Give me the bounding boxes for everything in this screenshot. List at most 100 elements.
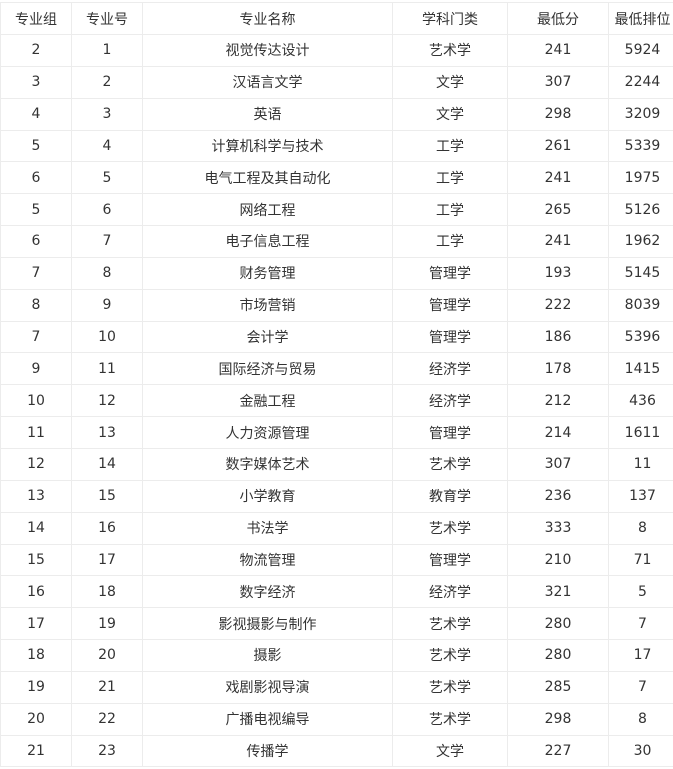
cell-min-rank: 1415 — [609, 353, 673, 385]
cell-major-name: 电气工程及其自动化 — [143, 162, 393, 194]
cell-major-name: 国际经济与贸易 — [143, 353, 393, 385]
cell-group: 19 — [1, 671, 72, 703]
cell-discipline: 管理学 — [393, 321, 508, 353]
cell-major-name: 小学教育 — [143, 480, 393, 512]
cell-major-name: 财务管理 — [143, 257, 393, 289]
cell-major-no: 3 — [72, 98, 143, 130]
cell-discipline: 文学 — [393, 98, 508, 130]
cell-min-score: 307 — [508, 66, 609, 98]
cell-major-no: 16 — [72, 512, 143, 544]
cell-group: 8 — [1, 289, 72, 321]
cell-group: 4 — [1, 98, 72, 130]
cell-min-score: 333 — [508, 512, 609, 544]
cell-min-score: 285 — [508, 671, 609, 703]
cell-discipline: 艺术学 — [393, 448, 508, 480]
cell-min-score: 193 — [508, 257, 609, 289]
header-major-name: 专业名称 — [143, 3, 393, 35]
cell-min-score: 236 — [508, 480, 609, 512]
header-group: 专业组 — [1, 3, 72, 35]
cell-group: 12 — [1, 448, 72, 480]
cell-min-rank: 5126 — [609, 194, 673, 226]
cell-major-name: 物流管理 — [143, 544, 393, 576]
cell-group: 6 — [1, 162, 72, 194]
cell-min-rank: 5396 — [609, 321, 673, 353]
cell-min-rank: 11 — [609, 448, 673, 480]
cell-major-name: 书法学 — [143, 512, 393, 544]
cell-min-score: 280 — [508, 608, 609, 640]
cell-min-score: 241 — [508, 162, 609, 194]
cell-major-no: 15 — [72, 480, 143, 512]
cell-min-rank: 5145 — [609, 257, 673, 289]
cell-min-score: 298 — [508, 703, 609, 735]
cell-group: 7 — [1, 257, 72, 289]
cell-major-name: 传播学 — [143, 735, 393, 767]
cell-major-name: 会计学 — [143, 321, 393, 353]
cell-major-no: 4 — [72, 130, 143, 162]
cell-min-rank: 7 — [609, 608, 673, 640]
cell-group: 14 — [1, 512, 72, 544]
cell-min-rank: 30 — [609, 735, 673, 767]
cell-major-name: 影视摄影与制作 — [143, 608, 393, 640]
cell-major-name: 广播电视编导 — [143, 703, 393, 735]
cell-discipline: 文学 — [393, 735, 508, 767]
cell-discipline: 艺术学 — [393, 512, 508, 544]
cell-group: 6 — [1, 226, 72, 258]
header-row: 专业组专业号专业名称学科门类最低分最低排位 — [1, 3, 673, 35]
cell-min-rank: 5339 — [609, 130, 673, 162]
cell-group: 18 — [1, 640, 72, 672]
cell-min-rank: 2244 — [609, 66, 673, 98]
cell-discipline: 管理学 — [393, 417, 508, 449]
cell-major-name: 网络工程 — [143, 194, 393, 226]
cell-group: 21 — [1, 735, 72, 767]
cell-major-name: 市场营销 — [143, 289, 393, 321]
cell-min-score: 307 — [508, 448, 609, 480]
cell-min-score: 212 — [508, 385, 609, 417]
cell-discipline: 艺术学 — [393, 35, 508, 67]
cell-discipline: 艺术学 — [393, 703, 508, 735]
cell-major-no: 12 — [72, 385, 143, 417]
cell-major-no: 8 — [72, 257, 143, 289]
cell-major-no: 5 — [72, 162, 143, 194]
cell-min-rank: 8 — [609, 512, 673, 544]
cell-min-score: 280 — [508, 640, 609, 672]
cell-discipline: 经济学 — [393, 353, 508, 385]
cell-min-score: 214 — [508, 417, 609, 449]
cell-min-rank: 1611 — [609, 417, 673, 449]
cell-group: 11 — [1, 417, 72, 449]
cell-major-name: 英语 — [143, 98, 393, 130]
cell-major-no: 18 — [72, 576, 143, 608]
cell-group: 20 — [1, 703, 72, 735]
cell-discipline: 文学 — [393, 66, 508, 98]
cell-min-score: 178 — [508, 353, 609, 385]
cell-min-rank: 5924 — [609, 35, 673, 67]
cell-major-name: 计算机科学与技术 — [143, 130, 393, 162]
cell-group: 13 — [1, 480, 72, 512]
cell-major-name: 摄影 — [143, 640, 393, 672]
cell-discipline: 教育学 — [393, 480, 508, 512]
cell-major-no: 21 — [72, 671, 143, 703]
cell-major-no: 1 — [72, 35, 143, 67]
cell-group: 16 — [1, 576, 72, 608]
cell-min-score: 222 — [508, 289, 609, 321]
cell-min-score: 261 — [508, 130, 609, 162]
cell-major-no: 10 — [72, 321, 143, 353]
cell-major-no: 6 — [72, 194, 143, 226]
cell-min-rank: 5 — [609, 576, 673, 608]
cell-group: 17 — [1, 608, 72, 640]
cell-discipline: 工学 — [393, 162, 508, 194]
cell-major-no: 17 — [72, 544, 143, 576]
